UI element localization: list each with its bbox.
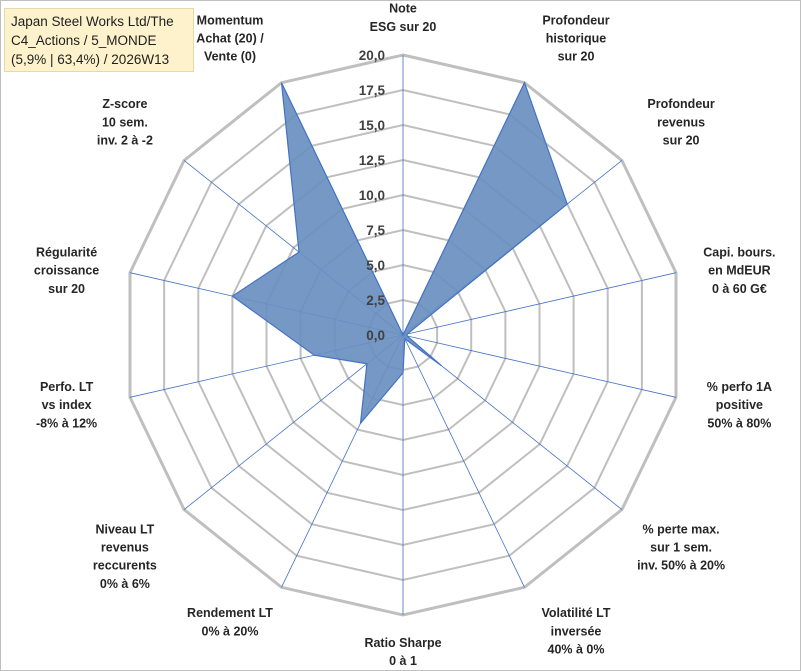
chart-title-line-2: C4_Actions / 5_MONDE [11, 33, 157, 48]
axis-spoke-6 [402, 334, 525, 588]
axis-label-0: Note ESG sur 20 [370, 2, 437, 34]
axis-spoke-4 [402, 334, 677, 398]
axis-label-10-line-0: Perfo. LT [40, 380, 94, 394]
axis-label-11: Régularité croissance sur 20 [34, 246, 99, 296]
axis-label-10-line-2: -8% à 12% [36, 416, 97, 430]
axis-label-5-line-1: sur 1 sem. [650, 541, 712, 555]
axis-label-13-line-2: Vente (0) [204, 50, 256, 64]
tick-label-8: 20,0 [359, 48, 385, 63]
axis-label-2: Profondeur revenus sur 20 [647, 97, 714, 147]
axis-label-12: Z-score 10 sem. inv. 2 à -2 [97, 97, 153, 147]
axis-label-7-line-0: Ratio Sharpe [364, 636, 441, 650]
axis-label-8: Rendement LT 0% à 20% [187, 606, 273, 638]
tick-label-3: 7,5 [366, 223, 385, 238]
axis-label-12-line-2: inv. 2 à -2 [97, 134, 153, 148]
axis-label-6-line-0: Volatilité LT [542, 606, 611, 620]
axis-label-13-line-0: Momentum [197, 13, 264, 27]
tick-label-1: 2,5 [366, 293, 385, 308]
axis-label-5-line-2: inv. 50% à 20% [637, 559, 725, 573]
tick-label-6: 15,0 [359, 118, 385, 133]
axis-label-12-line-1: 10 sem. [102, 115, 148, 129]
axis-label-0-line-1: ESG sur 20 [370, 20, 437, 34]
chart-title: Japan Steel Works Ltd/The C4_Actions / 5… [4, 8, 194, 72]
axis-label-1-line-1: historique [546, 32, 606, 46]
axis-label-9-line-0: Niveau LT [95, 522, 154, 536]
tick-label-0: 0,0 [366, 328, 385, 343]
axis-label-5: % perte max. sur 1 sem. inv. 50% à 20% [637, 522, 725, 572]
axis-label-2-line-2: sur 20 [663, 134, 700, 148]
axis-spoke-3 [402, 272, 677, 336]
axis-label-10: Perfo. LT vs index -8% à 12% [36, 380, 97, 430]
chart-title-line-3: (5,9% | 63,4%) / 2026W13 [11, 52, 170, 67]
axis-label-2-line-0: Profondeur [647, 97, 714, 111]
axis-label-13-line-1: Achat (20) / [196, 32, 264, 46]
axis-label-9-line-2: reccurents [93, 559, 157, 573]
tick-label-2: 5,0 [366, 258, 385, 273]
axis-label-6: Volatilité LT inversée 40% à 0% [542, 606, 611, 656]
axis-label-1-line-2: sur 20 [558, 50, 595, 64]
axis-label-6-line-1: inversée [551, 624, 602, 638]
axis-label-9-line-1: revenus [101, 541, 149, 555]
axis-label-10-line-1: vs index [42, 398, 92, 412]
axis-label-3-line-0: Capi. bours. [703, 246, 775, 260]
axis-label-8-line-0: Rendement LT [187, 606, 273, 620]
axis-label-2-line-1: revenus [657, 115, 705, 129]
axis-label-1: Profondeur historique sur 20 [542, 13, 609, 63]
axis-label-0-line-0: Note [389, 2, 417, 16]
axis-label-9: Niveau LT revenus reccurents 0% à 6% [93, 522, 157, 591]
axis-label-6-line-2: 40% à 0% [548, 643, 605, 657]
axis-label-3: Capi. bours. en MdEUR 0 à 60 G€ [703, 246, 775, 296]
axis-label-7: Ratio Sharpe 0 à 1 [364, 636, 441, 668]
axis-label-5-line-0: % perte max. [643, 522, 720, 536]
chart-title-line-1: Japan Steel Works Ltd/The [11, 14, 174, 29]
tick-label-5: 12,5 [359, 153, 386, 168]
axis-label-12-line-0: Z-score [102, 97, 147, 111]
axis-label-3-line-2: 0 à 60 G€ [712, 282, 767, 296]
axis-label-1-line-0: Profondeur [542, 13, 609, 27]
tick-label-7: 17,5 [359, 83, 386, 98]
axis-label-9-line-3: 0% à 6% [100, 577, 150, 591]
axis-label-4: % perfo 1A positive 50% à 80% [707, 380, 772, 430]
axis-label-4-line-2: 50% à 80% [707, 416, 771, 430]
tick-label-4: 10,0 [359, 188, 385, 203]
axis-label-13: Momentum Achat (20) / Vente (0) [196, 13, 264, 63]
axis-label-4-line-1: positive [716, 398, 763, 412]
data-series-area [231, 81, 568, 426]
axis-label-3-line-1: en MdEUR [708, 264, 771, 278]
axis-label-8-line-1: 0% à 20% [202, 624, 259, 638]
axis-label-11-line-1: croissance [34, 264, 99, 278]
axis-label-4-line-0: % perfo 1A [707, 380, 772, 394]
axis-label-7-line-1: 0 à 1 [389, 654, 417, 668]
axis-label-11-line-0: Régularité [36, 246, 97, 260]
axis-label-11-line-2: sur 20 [48, 282, 85, 296]
